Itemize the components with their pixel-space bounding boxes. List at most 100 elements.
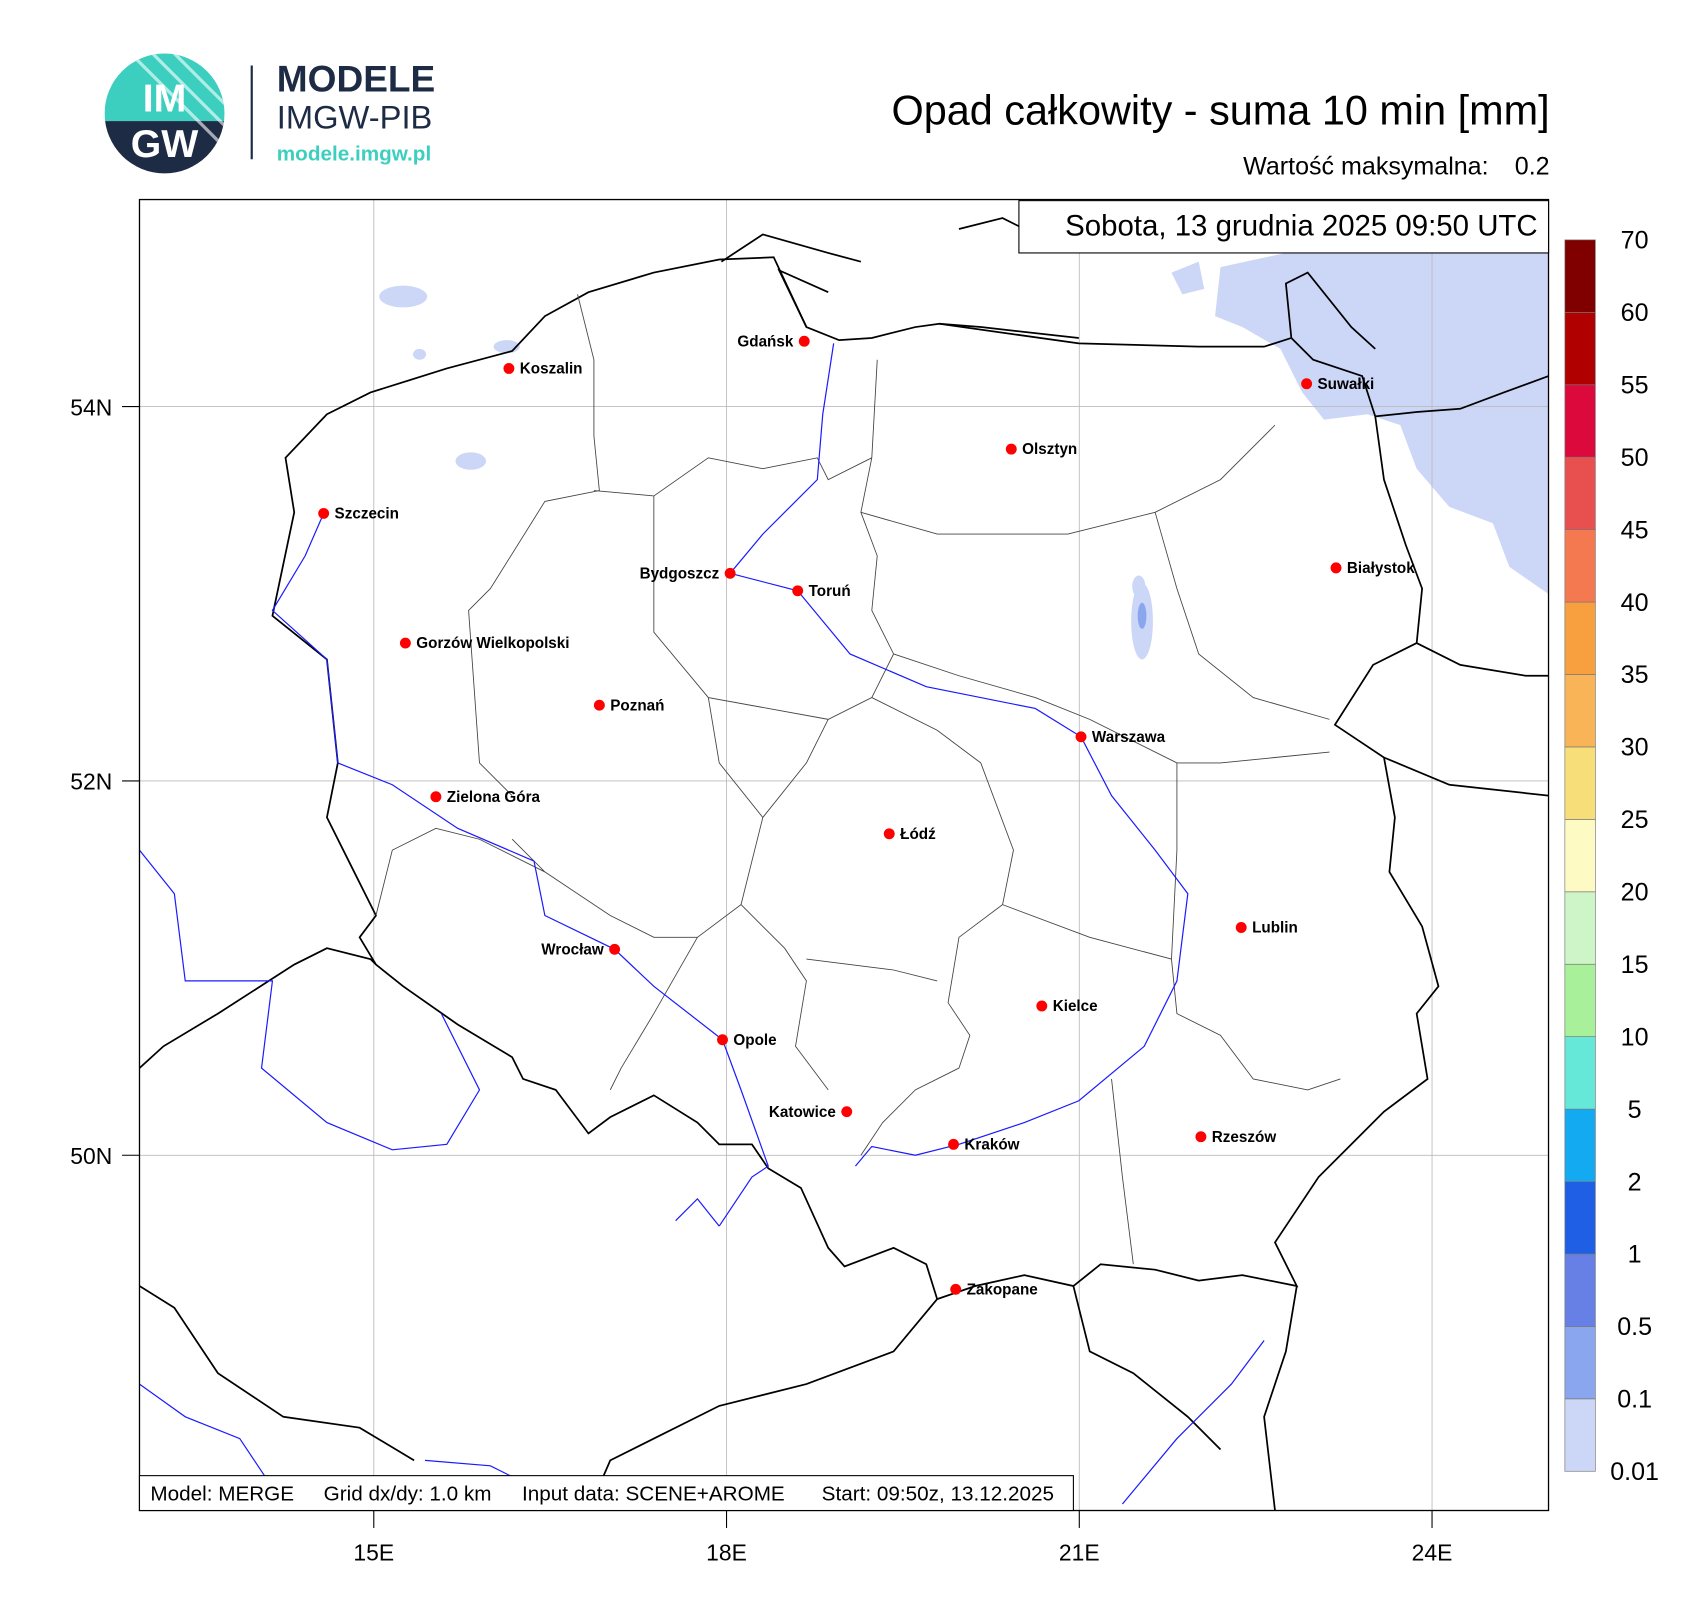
- colorbar-label: 20: [1621, 879, 1649, 907]
- lat-tick-label: 52N: [70, 769, 112, 795]
- colorbar-box: [1564, 891, 1596, 965]
- city-dot: [792, 585, 804, 597]
- lon-tick-label: 15E: [353, 1540, 394, 1566]
- city-label: Gdańsk: [737, 333, 793, 350]
- colorbar-label: 40: [1621, 589, 1649, 617]
- colorbar-box: [1564, 456, 1596, 530]
- city-label: Koszalin: [520, 361, 583, 378]
- colorbar-box: [1564, 239, 1596, 313]
- colorbar-label: 15: [1621, 951, 1649, 979]
- title: Opad całkowity - suma 10 min [mm]: [892, 87, 1550, 133]
- city-dot: [1235, 922, 1247, 933]
- city-label: Wrocław: [541, 941, 604, 958]
- colorbar-box: [1564, 1253, 1596, 1327]
- colorbar-box: [1564, 674, 1596, 748]
- city-dot: [948, 1138, 959, 1150]
- city-label: Zakopane: [967, 1281, 1038, 1298]
- city-dot: [798, 335, 810, 347]
- model-info: Grid dx/dy: 1.0 km: [324, 1483, 492, 1506]
- city-dot: [1036, 1000, 1048, 1012]
- logo-badge-bottom: GW: [131, 122, 199, 166]
- max-value: 0.2: [1515, 152, 1550, 180]
- colorbar-label: 50: [1621, 444, 1649, 472]
- city-label: Toruń: [809, 583, 851, 600]
- colorbar-box: [1564, 601, 1596, 675]
- city-label: Gorzów Wielkopolski: [416, 635, 569, 652]
- colorbar-label: 70: [1621, 227, 1649, 255]
- colorbar-label: 25: [1621, 806, 1649, 834]
- colorbar-box: [1564, 963, 1596, 1037]
- logo: IM GW MODELE IMGW-PIB modele.imgw.pl: [104, 53, 435, 174]
- colorbar-label: 5: [1628, 1096, 1642, 1124]
- city-dot: [1075, 731, 1087, 743]
- colorbar-box: [1564, 819, 1596, 893]
- date-box: [1018, 200, 1550, 254]
- city-dot: [593, 699, 605, 711]
- city-dot: [318, 507, 330, 519]
- city-label: Bydgoszcz: [640, 565, 720, 582]
- lat-tick-label: 54N: [70, 394, 112, 420]
- city-label: Suwałki: [1318, 376, 1375, 393]
- city-label: Olsztyn: [1022, 441, 1077, 458]
- info-box: [138, 1475, 1074, 1512]
- city-label: Zielona Góra: [447, 789, 541, 806]
- colorbar-label: 35: [1621, 661, 1649, 689]
- model-info: Input data: SCENE+AROME: [522, 1483, 785, 1506]
- colorbar-box: [1564, 1326, 1596, 1400]
- max-label: Wartość maksymalna:: [1243, 152, 1488, 180]
- city-dot: [724, 567, 736, 579]
- lat-tick-label: 50N: [70, 1143, 112, 1169]
- lon-tick-label: 24E: [1412, 1540, 1453, 1566]
- city-label: Warszawa: [1092, 729, 1166, 746]
- city-dot: [841, 1106, 853, 1118]
- city-dot: [1330, 562, 1342, 574]
- lon-tick-label: 18E: [706, 1540, 747, 1566]
- colorbar-label: 1: [1628, 1241, 1642, 1269]
- logo-badge-top: IM: [143, 76, 187, 120]
- colorbar-label: 2: [1628, 1168, 1642, 1196]
- logo-name: MODELE: [277, 58, 435, 100]
- date: Sobota, 13 grudnia 2025 09:50 UTC: [1065, 210, 1537, 243]
- colorbar-box: [1564, 1108, 1596, 1182]
- city-label: Białystok: [1347, 560, 1415, 577]
- colorbar-box: [1564, 1398, 1596, 1472]
- city-dot: [1005, 443, 1017, 455]
- colorbar-label: 30: [1621, 734, 1649, 762]
- city-dot: [399, 637, 411, 649]
- city-dot: [717, 1034, 728, 1046]
- colorbar-box: [1564, 529, 1596, 603]
- colorbar-label: 0.01: [1610, 1458, 1659, 1486]
- poland-border: [271, 256, 1440, 1301]
- colorbar-box: [1564, 311, 1596, 386]
- city-label: Katowice: [769, 1104, 836, 1121]
- city-dot: [1301, 378, 1313, 390]
- city-label: Opole: [733, 1032, 776, 1049]
- rivers: [139, 343, 1265, 1505]
- city-label: Kraków: [964, 1136, 1019, 1153]
- city-dot: [950, 1283, 962, 1295]
- city-label: Rzeszów: [1212, 1129, 1277, 1146]
- city-dot: [430, 791, 442, 803]
- colorbar-box: [1564, 1036, 1596, 1110]
- lon-tick-label: 21E: [1059, 1540, 1100, 1566]
- city-dot: [1195, 1131, 1207, 1143]
- map: Gdańsk Koszalin Suwałki Olsztyn Szczecin Biał…: [139, 199, 1549, 1511]
- city-label: Szczecin: [335, 506, 399, 523]
- colorbar-label: 10: [1621, 1023, 1649, 1051]
- city-label: Lublin: [1252, 920, 1298, 937]
- city-dot: [609, 943, 621, 955]
- colorbar-box: [1564, 1181, 1596, 1255]
- logo-url: modele.imgw.pl: [277, 142, 431, 165]
- colorbar-box: [1564, 746, 1596, 820]
- city-label: Kielce: [1053, 998, 1098, 1015]
- colorbar-label: 60: [1621, 299, 1649, 327]
- city-label: Łódź: [900, 826, 936, 843]
- model-info: Model: MERGE: [150, 1483, 294, 1506]
- model-info: Start: 09:50z, 13.12.2025: [822, 1483, 1054, 1506]
- colorbar-box: [1564, 384, 1596, 458]
- colorbar-label: 0.1: [1617, 1386, 1652, 1414]
- colorbar-label: 0.5: [1617, 1313, 1652, 1341]
- city-label: Poznań: [610, 697, 664, 714]
